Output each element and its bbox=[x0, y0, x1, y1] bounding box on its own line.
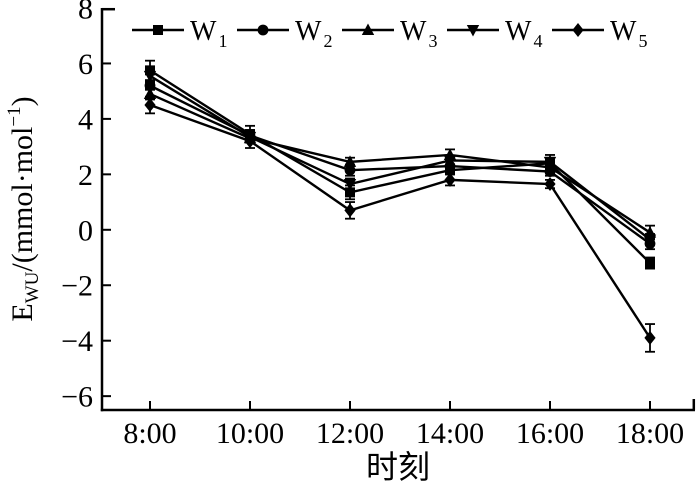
marker-triangle-down bbox=[466, 25, 480, 37]
marker-diamond bbox=[544, 177, 556, 192]
x-axis: 8:00 10:00 12:00 14:00 16:00 18:00 bbox=[100, 399, 696, 450]
marker-square bbox=[345, 187, 355, 198]
series-W2 bbox=[144, 80, 656, 251]
marker-circle bbox=[344, 164, 356, 176]
x-tick-label: 12:00 bbox=[316, 417, 384, 450]
y-axis-label-text: EWU/(mmol·mol−1) bbox=[4, 96, 43, 321]
series-line-W2 bbox=[149, 84, 651, 245]
y-tick-label: −6 bbox=[61, 381, 93, 414]
series-layer bbox=[143, 59, 657, 353]
series-line-W4 bbox=[149, 74, 651, 241]
marker-triangle-up bbox=[361, 23, 375, 35]
marker-triangle-down bbox=[443, 155, 457, 167]
marker-diamond bbox=[444, 172, 456, 187]
marker-triangle-up bbox=[343, 155, 357, 167]
marker-diamond bbox=[344, 203, 356, 218]
x-tick-label: 18:00 bbox=[616, 417, 684, 450]
marker-triangle-down bbox=[343, 179, 357, 191]
marker-diamond bbox=[572, 23, 584, 37]
marker-triangle-down bbox=[543, 156, 557, 169]
y-tick-label: 4 bbox=[78, 103, 93, 136]
marker-triangle-down bbox=[143, 70, 157, 83]
marker-circle bbox=[257, 24, 269, 36]
marker-diamond bbox=[144, 98, 156, 113]
x-tick-label: 14:00 bbox=[416, 417, 484, 450]
x-tick-label: 16:00 bbox=[516, 417, 584, 450]
marker-triangle-down bbox=[643, 234, 657, 246]
y-axis: 8 6 4 2 0 −2 −4 −6 bbox=[61, 0, 115, 414]
series-line-W5 bbox=[149, 103, 652, 339]
y-tick-label: 2 bbox=[78, 159, 93, 192]
series-line-W3 bbox=[149, 92, 651, 234]
y-tick-label: 6 bbox=[78, 48, 93, 81]
series-line-W1 bbox=[149, 69, 651, 264]
y-tick-label: −2 bbox=[61, 270, 93, 303]
y-axis-label: EWU/(mmol·mol−1) bbox=[4, 96, 43, 321]
series-W1 bbox=[145, 59, 655, 270]
y-tick-label: −4 bbox=[61, 325, 93, 358]
y-tick-label: 8 bbox=[78, 0, 93, 26]
marker-diamond bbox=[644, 330, 656, 345]
x-axis-label: 时刻 bbox=[366, 449, 430, 485]
series-W5 bbox=[144, 95, 656, 353]
y-tick-label: 0 bbox=[78, 214, 93, 247]
marker-square bbox=[153, 25, 163, 35]
series-W3 bbox=[143, 87, 657, 241]
axes-layer: 8 6 4 2 0 −2 −4 −6 8:00 10:00 12:00 14:00 16:00 18:00 bbox=[61, 0, 696, 450]
marker-diamond bbox=[244, 134, 256, 149]
marker-square bbox=[645, 258, 655, 269]
x-tick-label: 10:00 bbox=[216, 417, 284, 450]
x-tick-label: 8:00 bbox=[123, 417, 176, 450]
